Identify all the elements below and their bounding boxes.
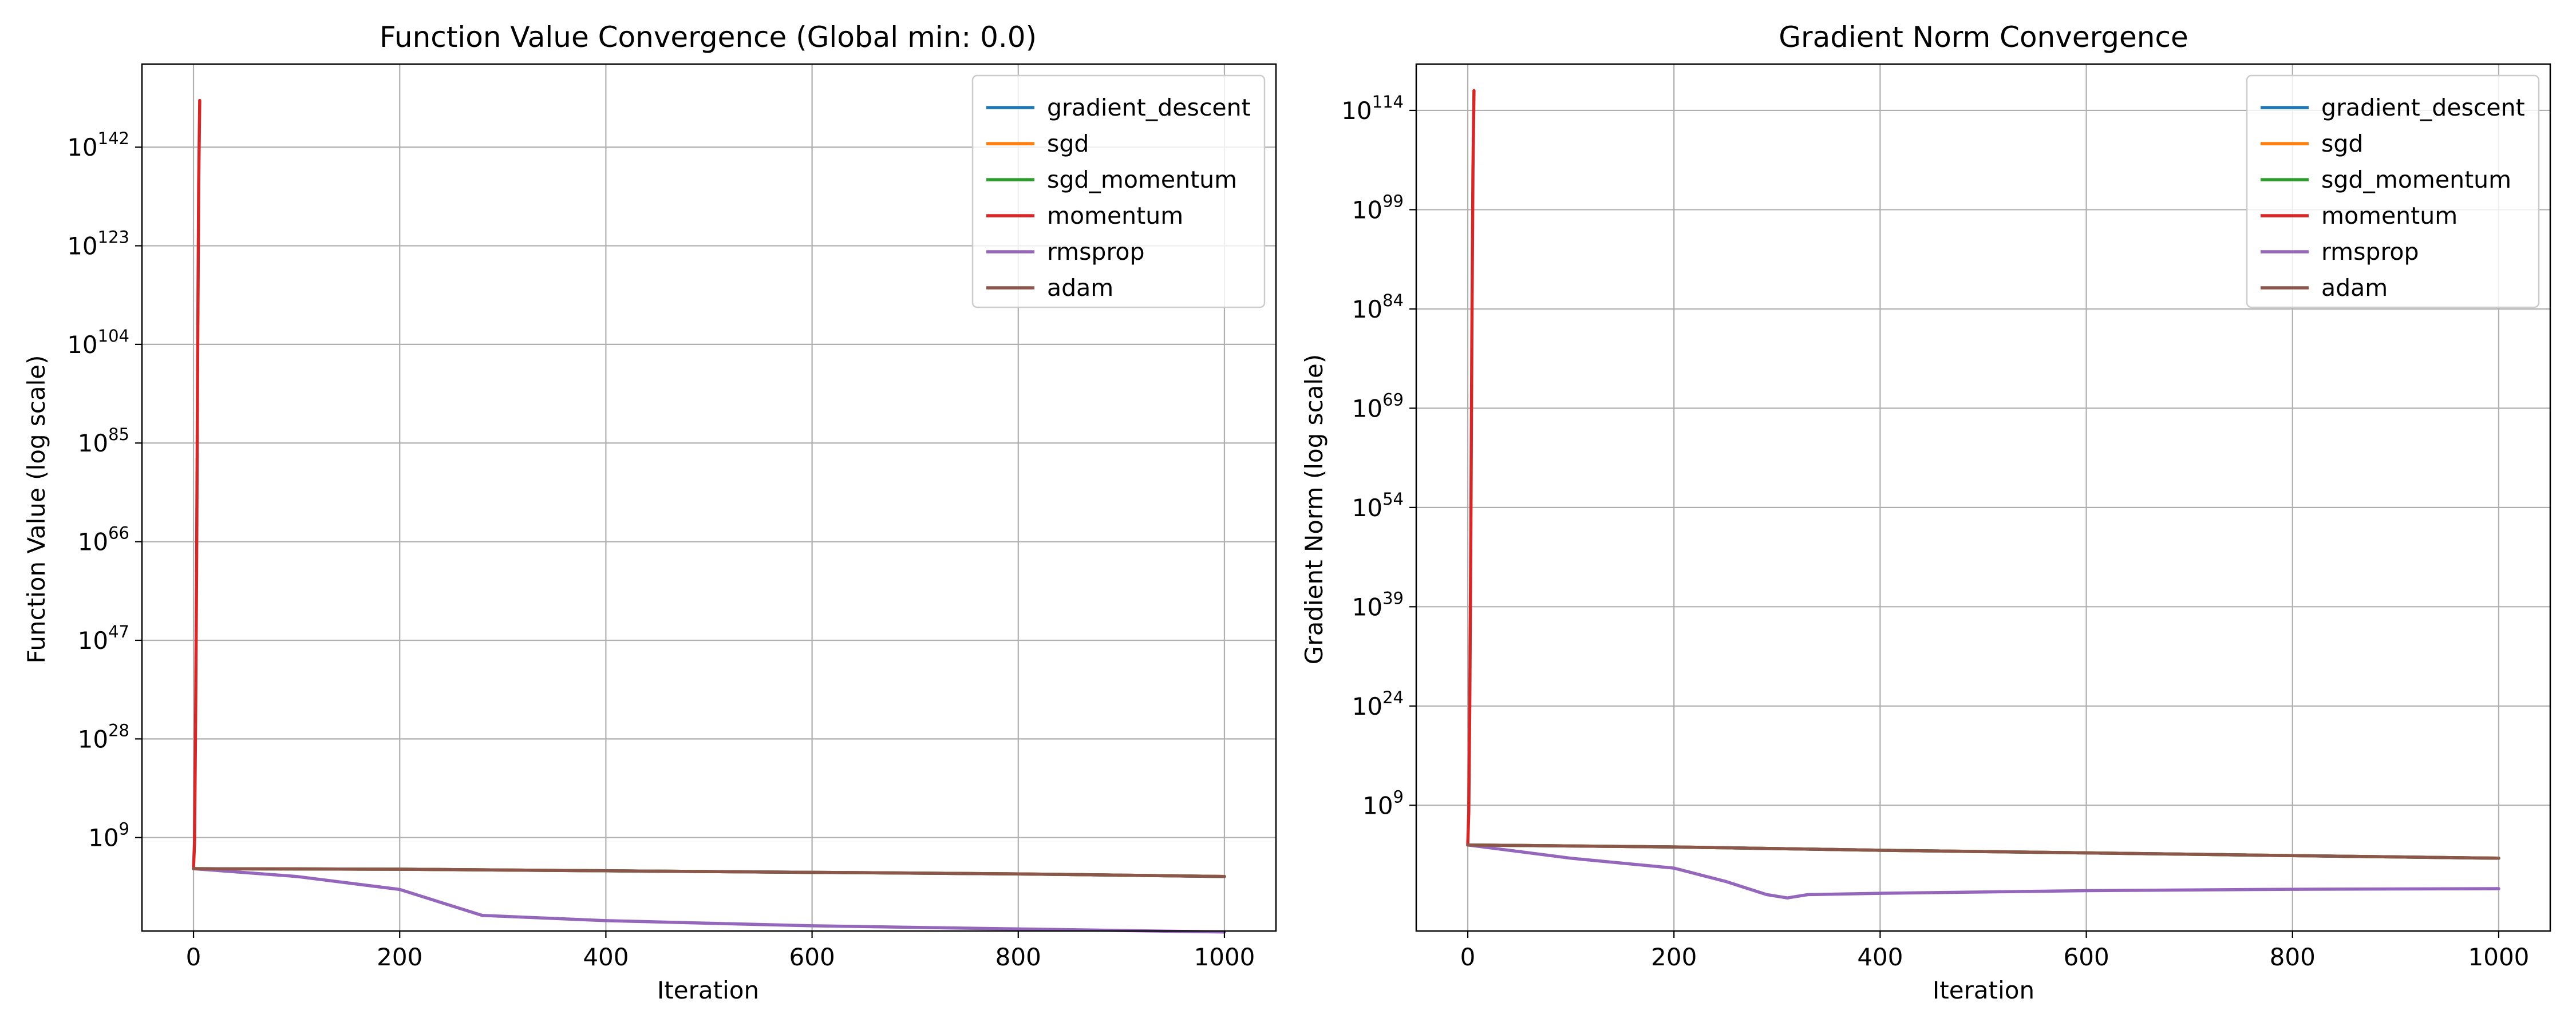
y-tick-label: 1039 (1352, 588, 1404, 621)
y-tick-label: 1066 (78, 524, 129, 556)
series-line-momentum (1466, 89, 1476, 847)
x-tick-label: 1000 (2468, 943, 2530, 971)
legend-label: sgd (1047, 130, 1089, 157)
y-tick-label: 109 (1362, 787, 1404, 819)
y-tick-label: 1028 (78, 720, 129, 753)
plot-frame (1415, 63, 2551, 932)
legend-label: gradient_descent (2321, 94, 2525, 121)
legend-label: sgd_momentum (2321, 166, 2511, 193)
y-tick-label: 1099 (1352, 191, 1404, 224)
x-axis-label: Iteration (657, 976, 759, 1004)
x-tick-label: 800 (2270, 943, 2316, 971)
legend-box (971, 74, 1266, 308)
y-tick-label: 10114 (1341, 92, 1404, 125)
legend-label: gradient_descent (1047, 94, 1251, 121)
legend-label: sgd_momentum (1047, 166, 1237, 193)
series-line-adam (192, 867, 1226, 878)
y-tick-label: 10104 (67, 326, 129, 359)
legend-label: adam (2321, 274, 2388, 302)
chart-title: Function Value Convergence (Global min: … (380, 21, 1037, 54)
series-line-adam (1466, 843, 2500, 860)
y-tick-label: 1069 (1352, 390, 1404, 422)
legend-label: momentum (2321, 202, 2458, 229)
legend-label: rmsprop (1047, 238, 1145, 266)
x-tick-label: 0 (186, 943, 202, 971)
series-line-momentum (192, 98, 202, 870)
gradient-norm-chart: Gradient Norm Convergence Iteration Grad… (1300, 21, 2551, 1004)
y-tick-label: 10123 (67, 228, 129, 260)
y-tick-label: 1024 (1352, 688, 1404, 720)
x-tick-label: 200 (1651, 943, 1697, 971)
x-tick-label: 600 (2064, 943, 2109, 971)
y-tick-label: 1047 (78, 622, 129, 655)
x-tick-label: 200 (377, 943, 422, 971)
x-tick-label: 800 (995, 943, 1041, 971)
legend-label: rmsprop (2321, 238, 2419, 266)
y-tick-label: 1084 (1352, 291, 1404, 323)
x-tick-label: 400 (583, 943, 629, 971)
legend-box (2246, 74, 2540, 308)
y-tick-label: 1085 (78, 425, 129, 457)
series-line-rmsprop (1466, 843, 2500, 900)
chart-title: Gradient Norm Convergence (1779, 21, 2188, 54)
x-tick-label: 1000 (1194, 943, 1255, 971)
function-value-chart: Function Value Convergence (Global min: … (22, 21, 1277, 1004)
plot-frame (141, 63, 1277, 932)
legend-label: sgd (2321, 130, 2363, 157)
y-tick-label: 109 (88, 819, 129, 852)
x-tick-label: 600 (789, 943, 835, 971)
legend-label: adam (1047, 274, 1113, 302)
x-axis-label: Iteration (1933, 976, 2034, 1004)
y-axis-label: Function Value (log scale) (22, 355, 50, 663)
series-line-rmsprop (192, 867, 1226, 934)
x-tick-label: 400 (1857, 943, 1903, 971)
y-tick-label: 10142 (67, 129, 129, 161)
legend-label: momentum (1047, 202, 1183, 229)
x-tick-label: 0 (1460, 943, 1476, 971)
y-axis-label: Gradient Norm (log scale) (1300, 354, 1328, 664)
y-tick-label: 1054 (1352, 489, 1404, 522)
